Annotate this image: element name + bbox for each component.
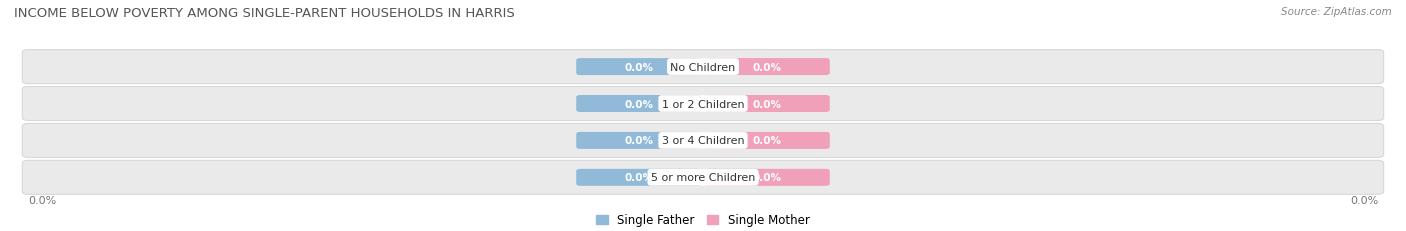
Text: 0.0%: 0.0% bbox=[624, 99, 654, 109]
Text: 0.0%: 0.0% bbox=[752, 173, 782, 182]
Legend: Single Father, Single Mother: Single Father, Single Mother bbox=[596, 214, 810, 227]
Text: 0.0%: 0.0% bbox=[28, 195, 56, 205]
FancyBboxPatch shape bbox=[576, 169, 702, 186]
FancyBboxPatch shape bbox=[22, 161, 1384, 195]
FancyBboxPatch shape bbox=[22, 124, 1384, 158]
Text: Source: ZipAtlas.com: Source: ZipAtlas.com bbox=[1281, 7, 1392, 17]
FancyBboxPatch shape bbox=[704, 59, 830, 76]
FancyBboxPatch shape bbox=[704, 132, 830, 149]
FancyBboxPatch shape bbox=[704, 96, 830, 112]
FancyBboxPatch shape bbox=[704, 169, 830, 186]
Text: 5 or more Children: 5 or more Children bbox=[651, 173, 755, 182]
FancyBboxPatch shape bbox=[22, 50, 1384, 84]
Text: 0.0%: 0.0% bbox=[752, 62, 782, 72]
Text: 3 or 4 Children: 3 or 4 Children bbox=[662, 136, 744, 146]
FancyBboxPatch shape bbox=[576, 96, 702, 112]
Text: 0.0%: 0.0% bbox=[752, 99, 782, 109]
Text: No Children: No Children bbox=[671, 62, 735, 72]
FancyBboxPatch shape bbox=[576, 132, 702, 149]
Text: 1 or 2 Children: 1 or 2 Children bbox=[662, 99, 744, 109]
Text: 0.0%: 0.0% bbox=[1350, 195, 1378, 205]
Text: 0.0%: 0.0% bbox=[752, 136, 782, 146]
Text: 0.0%: 0.0% bbox=[624, 173, 654, 182]
FancyBboxPatch shape bbox=[22, 87, 1384, 121]
Text: 0.0%: 0.0% bbox=[624, 62, 654, 72]
FancyBboxPatch shape bbox=[576, 59, 702, 76]
Text: 0.0%: 0.0% bbox=[624, 136, 654, 146]
Text: INCOME BELOW POVERTY AMONG SINGLE-PARENT HOUSEHOLDS IN HARRIS: INCOME BELOW POVERTY AMONG SINGLE-PARENT… bbox=[14, 7, 515, 20]
